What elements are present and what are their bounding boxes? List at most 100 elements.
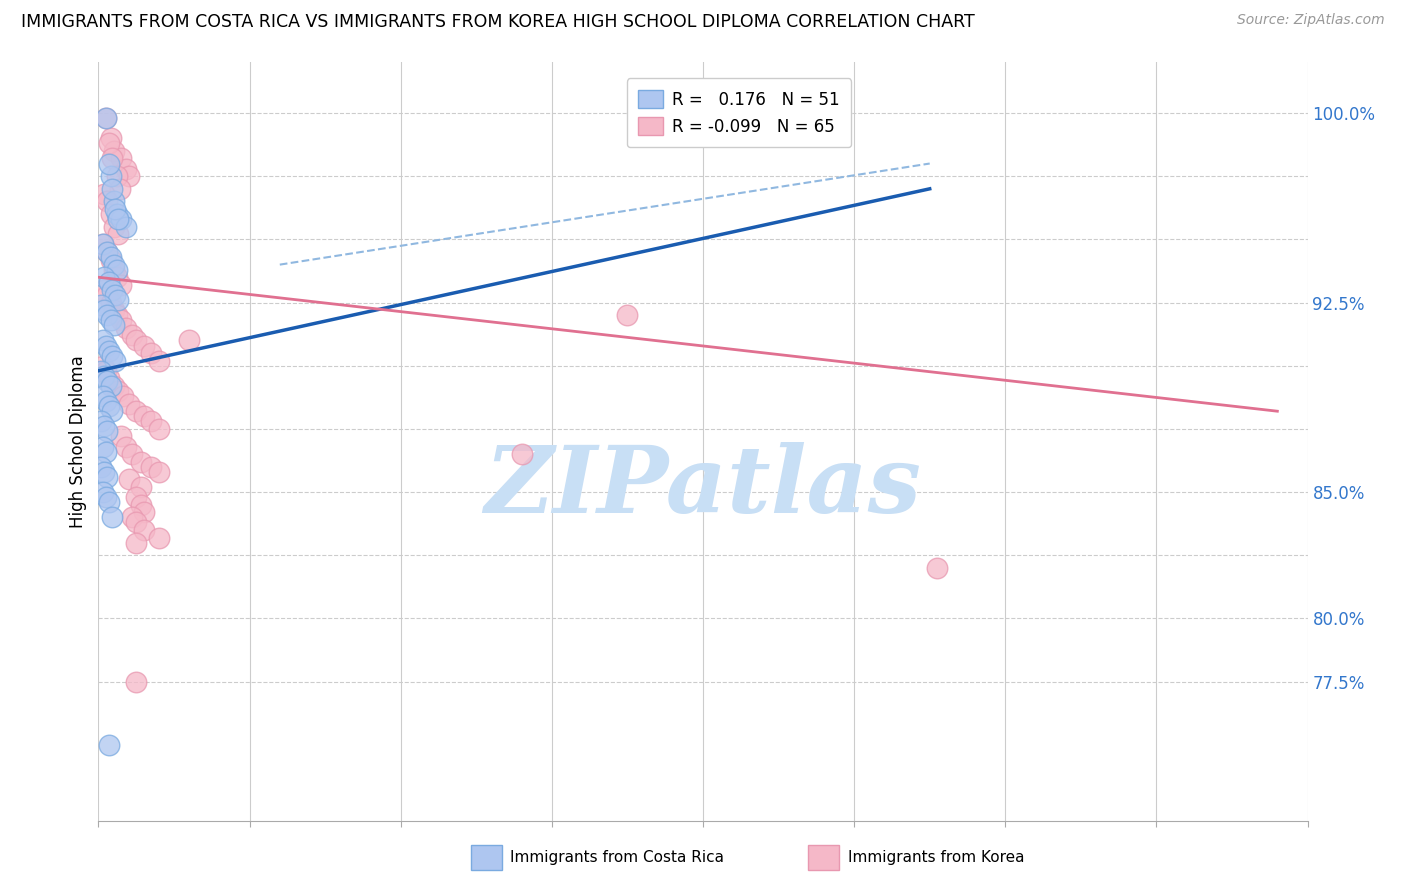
Point: [121, 447, 143, 461]
Point: [98, 399, 121, 413]
Point: [132, 523, 155, 537]
Point: [100, 252, 122, 267]
Point: [103, 318, 125, 333]
Point: [90, 414, 112, 428]
Point: [105, 270, 128, 285]
Point: [94, 394, 117, 409]
Point: [103, 303, 125, 318]
Point: [114, 219, 136, 234]
Text: Immigrants from Korea: Immigrants from Korea: [848, 850, 1025, 864]
Point: [98, 136, 121, 151]
Point: [100, 295, 122, 310]
Point: [148, 353, 170, 368]
Point: [96, 194, 118, 209]
Point: [98, 156, 121, 170]
Point: [103, 219, 125, 234]
Point: [100, 250, 122, 264]
Point: [98, 495, 121, 509]
Point: [103, 144, 125, 158]
Point: [94, 364, 117, 378]
Point: [114, 161, 136, 176]
Point: [110, 277, 132, 292]
Point: [148, 422, 170, 436]
Point: [96, 245, 118, 260]
Point: [96, 288, 118, 302]
Point: [90, 364, 112, 378]
Point: [93, 368, 115, 383]
Point: [111, 389, 134, 403]
Point: [103, 379, 125, 393]
Point: [101, 404, 124, 418]
Legend: R =   0.176   N = 51, R = -0.099   N = 65: R = 0.176 N = 51, R = -0.099 N = 65: [627, 78, 851, 147]
Point: [98, 275, 121, 289]
Point: [105, 308, 128, 322]
Point: [96, 374, 118, 388]
Point: [125, 490, 148, 504]
Point: [91, 237, 114, 252]
Text: ZIPatlas: ZIPatlas: [485, 442, 921, 532]
Point: [100, 313, 122, 327]
Point: [110, 212, 132, 227]
Point: [121, 328, 143, 343]
Point: [93, 465, 115, 479]
Point: [96, 425, 118, 439]
Point: [107, 384, 129, 398]
Point: [101, 152, 124, 166]
Point: [129, 498, 152, 512]
Point: [125, 516, 148, 530]
Point: [96, 308, 118, 322]
Point: [110, 152, 132, 166]
Point: [91, 440, 114, 454]
Point: [91, 485, 114, 500]
Point: [104, 202, 127, 216]
Point: [98, 371, 121, 385]
Point: [93, 303, 115, 318]
Point: [125, 334, 148, 348]
Point: [91, 334, 114, 348]
Point: [129, 480, 152, 494]
Point: [100, 131, 122, 145]
Point: [105, 262, 128, 277]
Point: [101, 182, 124, 196]
Point: [96, 470, 118, 484]
Point: [510, 447, 533, 461]
Point: [125, 404, 148, 418]
Point: [110, 313, 132, 327]
Point: [94, 111, 117, 125]
Point: [98, 343, 121, 358]
Point: [118, 473, 141, 487]
Point: [94, 444, 117, 458]
Point: [94, 338, 117, 352]
Point: [94, 111, 117, 125]
Point: [93, 186, 115, 201]
Point: [93, 270, 115, 285]
Point: [121, 510, 143, 524]
Point: [105, 207, 128, 221]
Point: [104, 353, 127, 368]
Point: [141, 414, 163, 428]
Point: [125, 674, 148, 689]
Text: Immigrants from Costa Rica: Immigrants from Costa Rica: [510, 850, 724, 864]
Point: [103, 194, 125, 209]
Point: [91, 389, 114, 403]
Text: IMMIGRANTS FROM COSTA RICA VS IMMIGRANTS FROM KOREA HIGH SCHOOL DIPLOMA CORRELAT: IMMIGRANTS FROM COSTA RICA VS IMMIGRANTS…: [21, 13, 974, 31]
Point: [107, 293, 129, 307]
Point: [100, 379, 122, 393]
Point: [129, 455, 152, 469]
Point: [141, 346, 163, 360]
Point: [107, 212, 129, 227]
Point: [616, 308, 638, 322]
Point: [927, 561, 949, 575]
Point: [93, 283, 115, 297]
Point: [90, 298, 112, 312]
Point: [148, 531, 170, 545]
Point: [103, 262, 125, 277]
Point: [141, 459, 163, 474]
Point: [100, 207, 122, 221]
Point: [118, 169, 141, 184]
Y-axis label: High School Diploma: High School Diploma: [69, 355, 87, 528]
Point: [108, 182, 131, 196]
Point: [125, 535, 148, 549]
Point: [148, 465, 170, 479]
Point: [179, 334, 201, 348]
